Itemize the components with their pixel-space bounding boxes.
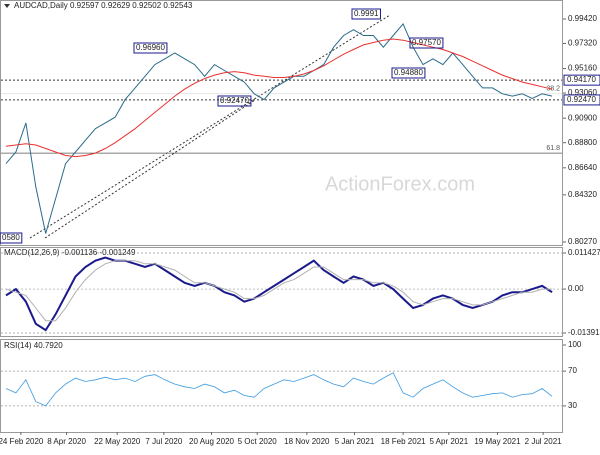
y-tick-label: 0.97320 [568,39,597,48]
x-tick-label: 22 May 2020 [94,437,141,446]
y-tick-label: 0.99420 [568,14,597,23]
y-tick-label: 0.84320 [568,190,597,199]
rsi-title: RSI(14) 40.7920 [4,341,63,350]
series-line [5,256,553,332]
annotation-box [217,95,252,107]
x-tick-label: 8 Apr 2020 [47,437,86,446]
annotation: 0.94880 [394,68,423,77]
trend-line [44,99,256,239]
y-tick-label: -0.01391 [568,328,600,337]
watermark: ActionForex.com [325,173,475,195]
y-tick-label: 0.88800 [568,138,597,147]
menu-icon [4,4,10,8]
x-tick-label: 19 May 2021 [474,437,521,446]
x-tick-label: 18 Feb 2021 [381,437,426,446]
x-tick-label: 20 Aug 2020 [189,437,234,446]
annotation: 0.92470 [220,96,249,105]
x-tick-label: 5 Apr 2021 [429,437,468,446]
price-panel [0,0,563,246]
x-tick-label: 2 Jul 2021 [525,437,562,446]
level-label: 0.94170 [567,75,596,84]
x-tick-label: 7 Jul 2020 [145,437,182,446]
y-tick-label: 0.86640 [568,163,597,172]
series-line [5,260,553,322]
y-tick-label: 0.95160 [568,64,597,73]
annotation: 0580 [2,233,20,242]
annotation: 0.97570 [412,38,441,47]
annotation-box [409,37,444,49]
trend-line [29,14,391,239]
x-tick-label: 18 Nov 2020 [284,437,330,446]
annotation: 0.9991 [354,9,379,18]
x-tick-label: 24 Feb 2020 [0,437,44,446]
x-tick-label: 5 Jan 2021 [335,437,375,446]
y-tick-label: 70 [568,366,577,375]
y-tick-label: 0.00 [568,284,584,293]
annotation-box [133,42,168,54]
y-tick-label: 0.90900 [568,113,597,122]
annotation-box [351,8,381,20]
y-tick-label: 100 [568,340,582,349]
annotation-box [0,232,23,244]
y-tick-label: 0.80270 [568,237,597,246]
annotation: 0.96960 [136,43,165,52]
chart-subtitle: 0.92597 0.92629 0.92502 0.92543 [70,1,193,10]
series-line [5,38,553,158]
fib-label: 61.8 [546,145,560,152]
fib-label: 38.2 [546,86,560,93]
series-line [5,372,553,407]
macd-panel [0,247,563,337]
level-label: 0.92470 [567,95,596,104]
y-tick-label: 0.011427 [568,248,600,257]
x-tick-label: 5 Oct 2020 [238,437,278,446]
level-box [563,94,600,106]
level-box [563,74,600,86]
annotation-box [391,67,426,79]
y-tick-label: 0.93060 [568,88,597,97]
y-tick-label: 30 [568,401,577,410]
rsi-panel [0,339,563,433]
macd-title: MACD(12,26,9) -0.001136 -0.001249 [4,248,136,257]
chart-title: AUDCAD,Daily [14,1,68,10]
series-line [5,22,553,234]
